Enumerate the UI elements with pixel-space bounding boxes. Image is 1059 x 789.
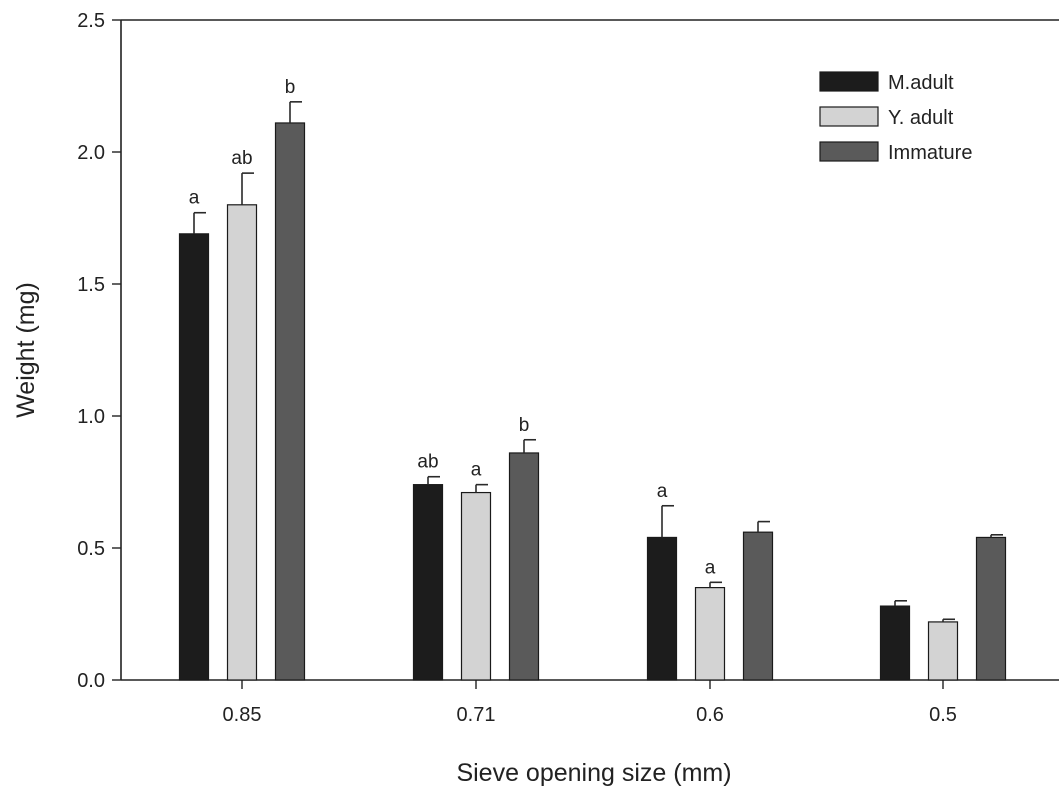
legend-label: Immature: [888, 142, 972, 164]
legend-label: Y. adult: [888, 107, 954, 129]
bar: [927, 621, 959, 681]
legend-swatch: [819, 106, 879, 127]
legend: M.adult Y. adult Immature: [819, 71, 972, 164]
x-tick-label: 0.71: [457, 704, 496, 726]
y-tick-label: 0.5: [77, 538, 105, 560]
y-tick-label: 2.0: [77, 142, 105, 164]
bar: [274, 122, 306, 681]
x-tick-label: 0.85: [223, 704, 262, 726]
x-ticks: 0.85 0.71 0.6 0.5: [223, 680, 957, 726]
legend-swatch: [819, 141, 879, 162]
bar: [412, 484, 444, 681]
significance-label: b: [285, 77, 296, 98]
significance-label: ab: [231, 148, 252, 169]
y-tick-label: 1.0: [77, 406, 105, 428]
bar: [694, 586, 726, 681]
bar: [226, 204, 258, 681]
bar: [460, 491, 492, 681]
x-tick-label: 0.6: [696, 704, 724, 726]
bar: [646, 536, 678, 681]
x-axis-title: Sieve opening size (mm): [456, 759, 731, 787]
y-tick-label: 2.5: [77, 10, 105, 32]
bar: [178, 233, 210, 681]
significance-label: ab: [417, 452, 438, 473]
significance-label: a: [471, 460, 482, 481]
significance-label: a: [657, 481, 668, 502]
bar: [508, 452, 540, 681]
y-tick-label: 1.5: [77, 274, 105, 296]
significance-label: b: [519, 415, 530, 436]
y-tick-label: 0.0: [77, 670, 105, 692]
y-axis-title: Weight (mg): [12, 282, 40, 418]
bar: [975, 536, 1007, 681]
y-ticks: 0.0 0.5 1.0 1.5 2.0 2.5: [77, 10, 121, 692]
bar: [742, 531, 774, 681]
legend-label: M.adult: [888, 72, 954, 94]
x-tick-label: 0.5: [929, 704, 957, 726]
significance-label: a: [189, 188, 200, 209]
significance-label: a: [705, 557, 716, 578]
legend-swatch: [819, 71, 879, 92]
bar: [879, 605, 911, 681]
